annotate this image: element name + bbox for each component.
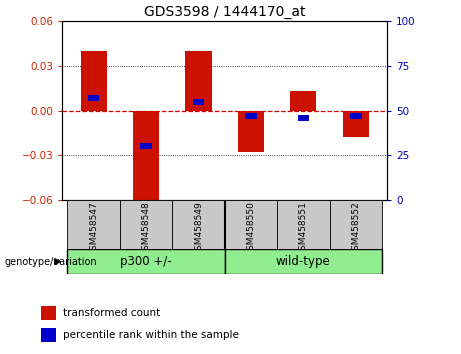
Text: transformed count: transformed count (63, 308, 160, 318)
Bar (277, 200, 330, 250)
Bar (290, 91, 316, 110)
Text: GSM458549: GSM458549 (194, 201, 203, 256)
Text: GSM458548: GSM458548 (142, 201, 151, 256)
Bar (225, 249, 382, 274)
Bar (81, 51, 107, 110)
Bar (185, 51, 212, 110)
Bar (245, 113, 257, 119)
Bar (225, 200, 277, 250)
Bar (193, 99, 204, 105)
Text: genotype/variation: genotype/variation (5, 257, 97, 267)
Bar (41, 327, 56, 342)
Bar (298, 115, 309, 121)
Bar (41, 306, 56, 320)
Text: GSM458551: GSM458551 (299, 201, 308, 256)
Text: p300 +/-: p300 +/- (120, 255, 172, 268)
Bar (343, 110, 369, 137)
Bar (172, 200, 225, 250)
Bar (350, 113, 361, 119)
Bar (330, 200, 382, 250)
Bar (140, 143, 152, 149)
Title: GDS3598 / 1444170_at: GDS3598 / 1444170_at (144, 5, 306, 19)
Bar (133, 110, 159, 205)
Text: wild-type: wild-type (276, 255, 331, 268)
Bar (67, 200, 120, 250)
Text: GSM458552: GSM458552 (351, 201, 361, 256)
Bar (120, 200, 172, 250)
Text: GSM458550: GSM458550 (247, 201, 255, 256)
Text: GSM458547: GSM458547 (89, 201, 98, 256)
Bar (67, 249, 225, 274)
Text: percentile rank within the sample: percentile rank within the sample (63, 330, 238, 340)
Bar (88, 95, 100, 101)
Bar (238, 110, 264, 152)
